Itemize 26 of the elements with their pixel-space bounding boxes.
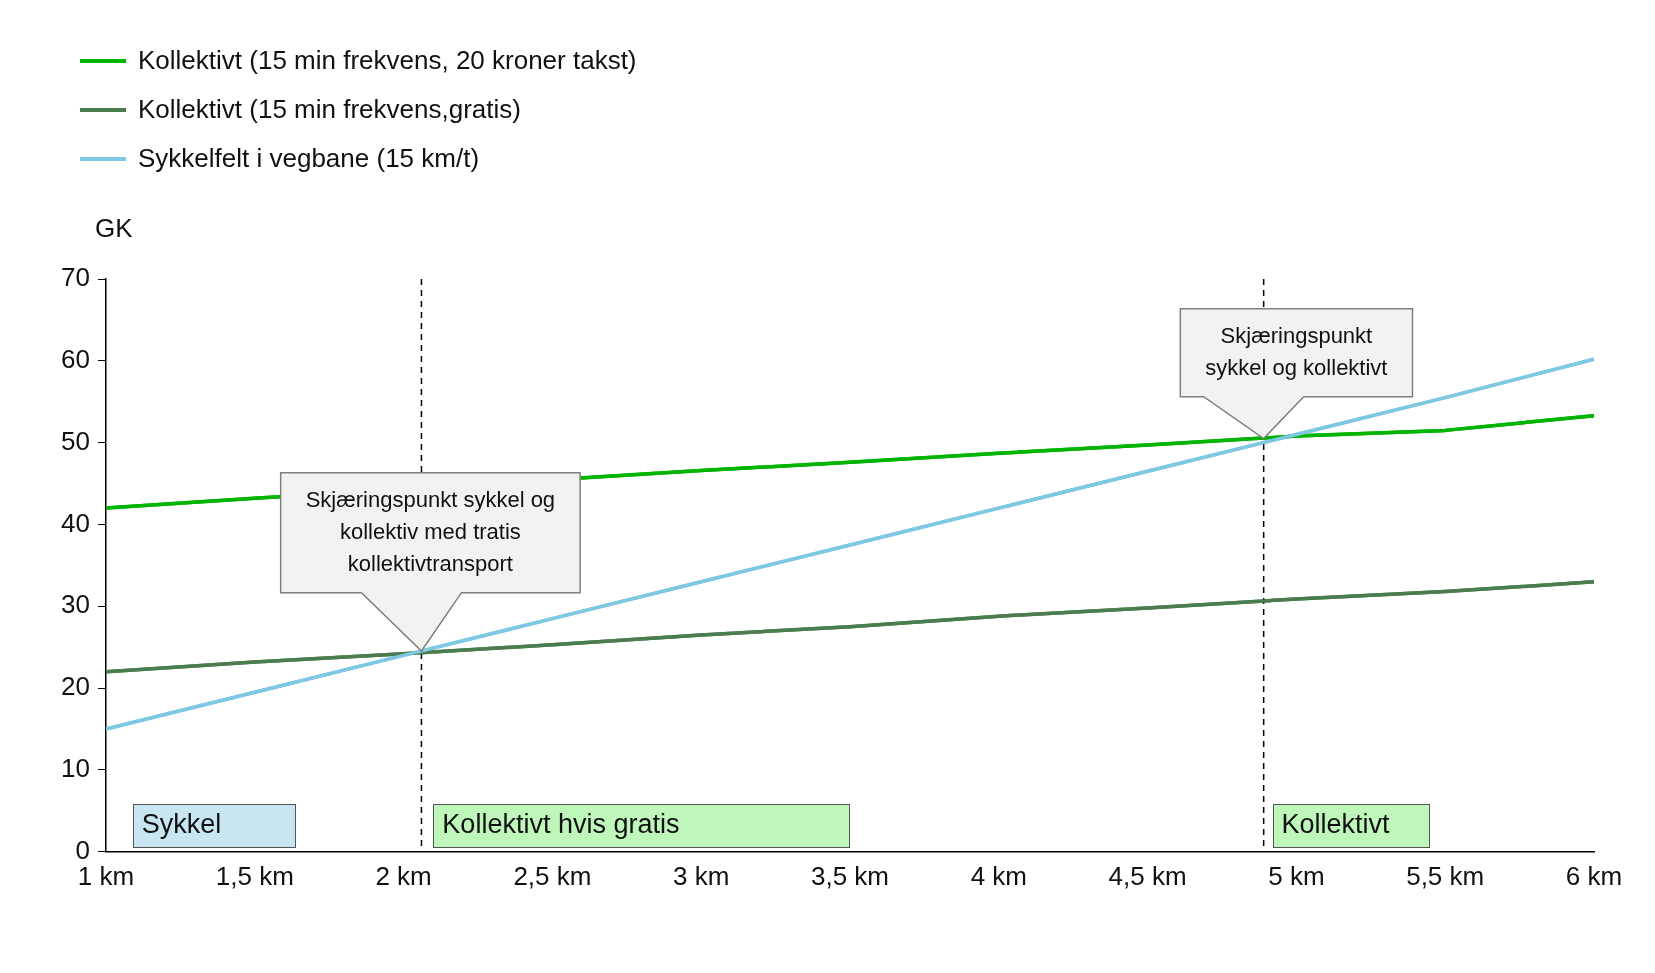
text-box: Kollektivt hvis gratis [433,803,850,848]
x-tick-label: 1,5 km [215,860,294,891]
annotation: Skjæringspunkt sykkel og kollektiv med tratis kollektivtransport [305,486,556,576]
x-tick-label: 6 km [1565,860,1623,891]
legend-label: Kollektivt (15 min frekvens, 20 kroner takst) [138,45,637,76]
y-tick-label: 60 [61,344,90,374]
legend-label: Sykkelfelt i vegbane (15 km/t) [138,143,480,174]
text-box: Sykkel [132,803,297,848]
x-tick-label: 2,5 km [513,860,592,891]
y-tick-label: 30 [61,589,90,620]
y-tick-label: 70 [61,262,90,293]
annotation: Skjæringspunkt sykkel og kollektivt [1205,322,1388,380]
x-tick-label: 5 km [1268,860,1325,891]
legend-label: Kollektivt (15 min frekvens,gratis) [138,94,521,125]
x-tick-label: 3 km [673,860,730,891]
x-tick-label: 4,5 km [1108,860,1187,891]
y-axis-title: GK [95,213,134,243]
text-box: Kollektivt [1272,803,1431,848]
x-tick-label: 4 km [970,860,1027,891]
y-tick-label: 40 [61,507,90,538]
y-tick-label: 10 [61,753,90,784]
x-tick-label: 3,5 km [810,860,890,891]
y-tick-label: 20 [61,671,90,702]
y-tick-label: 50 [61,425,90,456]
x-tick-label: 2 km [375,860,432,891]
x-tick-label: 5,5 km [1406,860,1485,891]
